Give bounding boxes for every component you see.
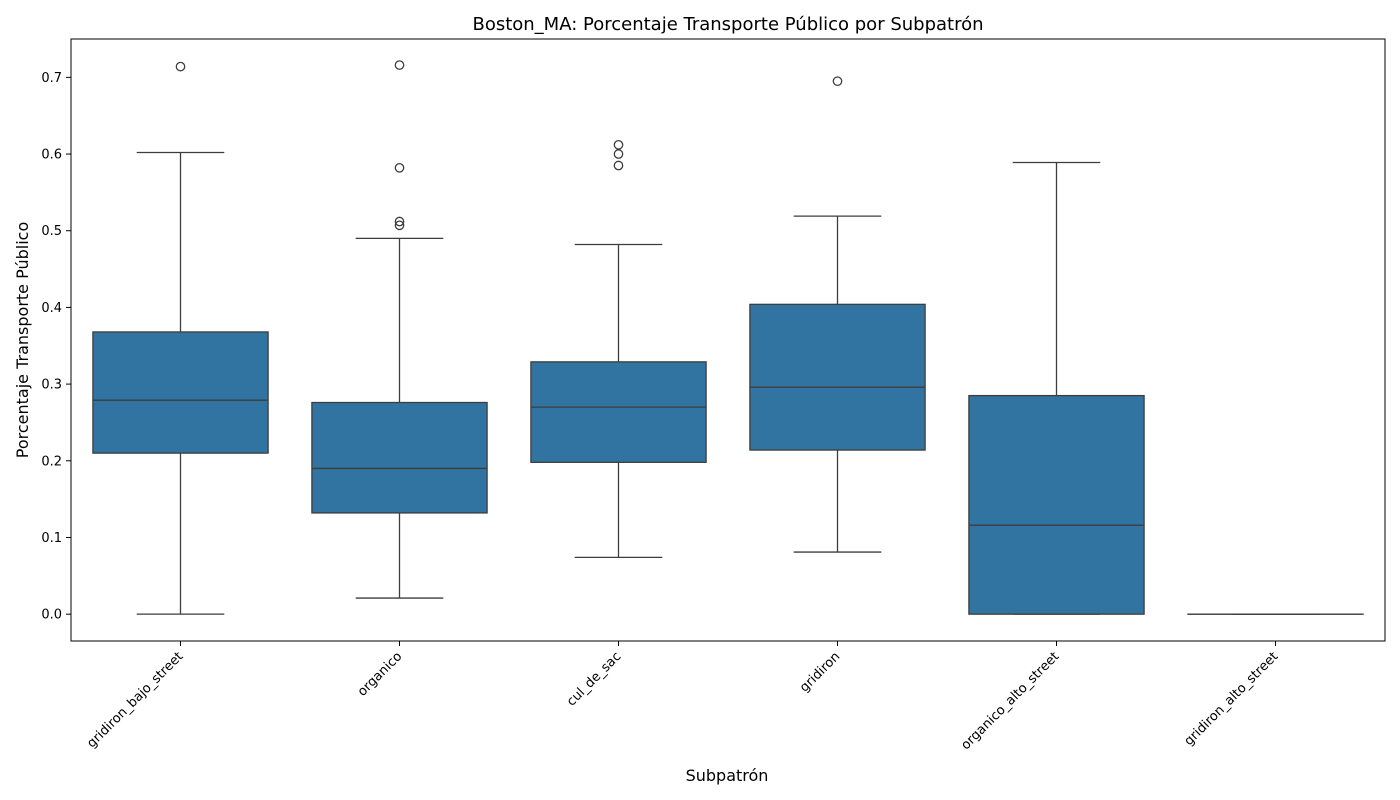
outlier-point xyxy=(394,216,405,227)
box-group xyxy=(311,60,488,599)
y-tick-label: 0.2 xyxy=(41,454,62,469)
box-group xyxy=(968,161,1145,615)
y-tick-label: 0.4 xyxy=(41,301,62,316)
x-tick-label: gridiron_alto_street xyxy=(1182,649,1282,749)
y-tick-label: 0.0 xyxy=(41,608,62,623)
outlier-point xyxy=(613,160,624,171)
plot-area xyxy=(92,60,1364,615)
outlier-point xyxy=(394,60,405,70)
outlier-point xyxy=(613,139,624,150)
iqr-box xyxy=(530,361,707,463)
x-tick-label: gridiron xyxy=(797,649,843,695)
box-group xyxy=(530,139,707,559)
outlier-point xyxy=(394,162,405,173)
iqr-box xyxy=(92,331,269,454)
chart-title: Boston_MA: Porcentaje Transporte Público… xyxy=(472,14,983,35)
x-tick-label: cul_de_sac xyxy=(564,649,624,709)
y-tick-label: 0.3 xyxy=(41,378,62,393)
iqr-box xyxy=(968,394,1145,615)
x-tick-label: gridiron_bajo_street xyxy=(84,649,186,751)
iqr-box xyxy=(749,303,926,451)
outlier-point xyxy=(175,61,186,72)
y-tick-label: 0.1 xyxy=(41,531,62,546)
outlier-point xyxy=(394,220,405,231)
y-tick-label: 0.6 xyxy=(41,148,62,163)
x-axis-label: Subpatrón xyxy=(686,766,769,785)
box-group xyxy=(92,61,269,615)
outlier-point xyxy=(832,76,843,87)
y-axis-label: Porcentaje Transporte Público xyxy=(13,222,32,458)
iqr-box xyxy=(311,401,488,514)
plot-frame xyxy=(70,38,1386,642)
x-tick-label: organico xyxy=(355,649,405,699)
y-tick-label: 0.5 xyxy=(41,224,62,239)
x-tick-label: organico_alto_street xyxy=(958,649,1062,753)
y-tick-label: 0.7 xyxy=(41,71,62,86)
box-group xyxy=(749,76,926,553)
outlier-point xyxy=(613,149,624,159)
